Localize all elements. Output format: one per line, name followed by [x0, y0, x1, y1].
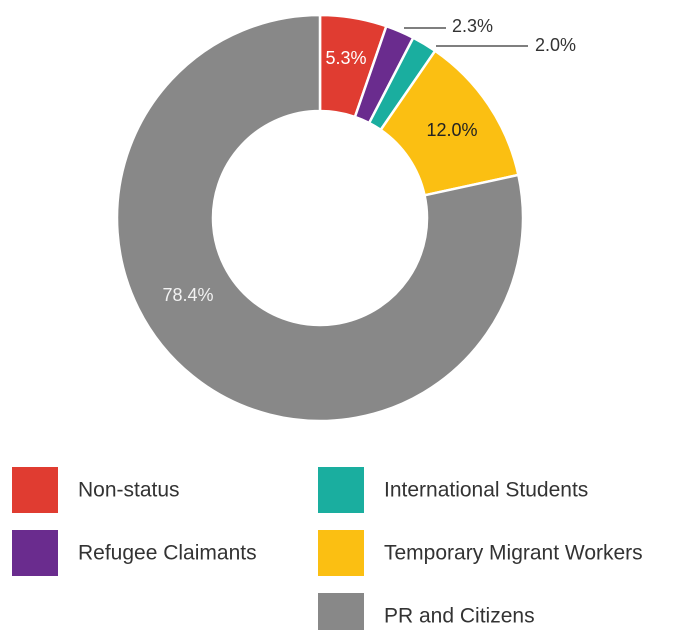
legend-swatch — [318, 593, 364, 630]
legend-label: Temporary Migrant Workers — [384, 542, 643, 565]
data-label: 2.0% — [535, 35, 576, 55]
data-label: 5.3% — [325, 48, 366, 68]
legend-swatch — [12, 530, 58, 576]
legend-swatch — [318, 467, 364, 513]
data-label: 12.0% — [426, 120, 477, 140]
legend-label: Refugee Claimants — [78, 542, 257, 565]
legend-label: Non-status — [78, 479, 180, 502]
legend-label: PR and Citizens — [384, 605, 535, 628]
data-label: 78.4% — [162, 285, 213, 305]
legend-label: International Students — [384, 479, 588, 502]
donut-segment — [115, 13, 525, 423]
legend-swatch — [12, 467, 58, 513]
legend-swatch — [318, 530, 364, 576]
data-label: 2.3% — [452, 16, 493, 36]
